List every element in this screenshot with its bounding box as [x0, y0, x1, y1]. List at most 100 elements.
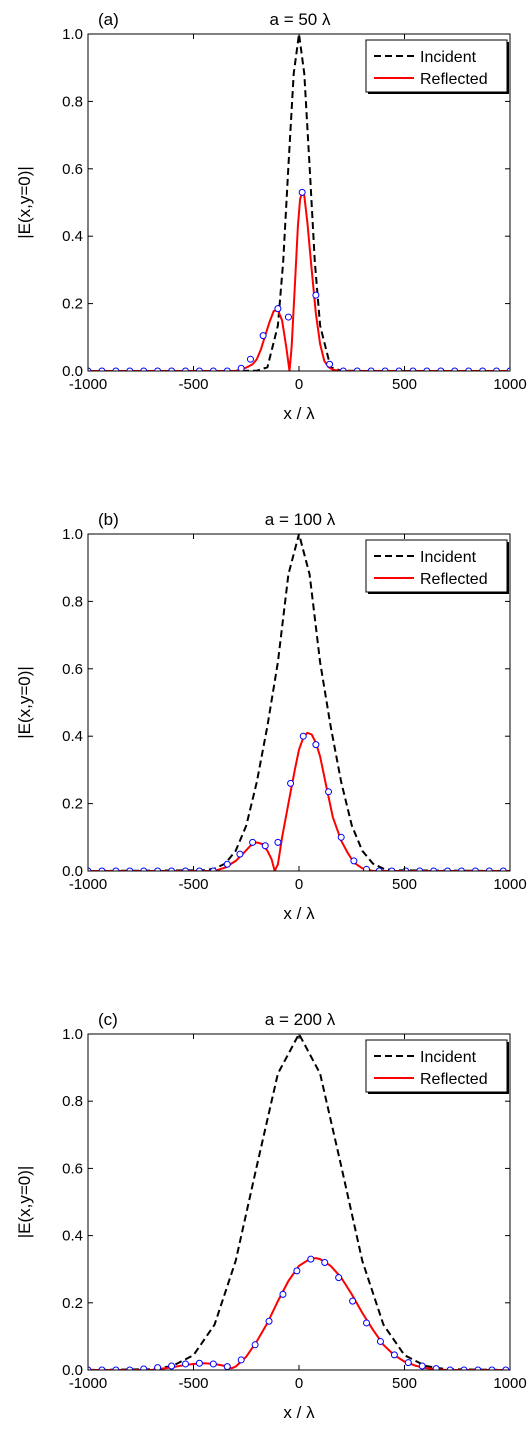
data-marker — [444, 867, 452, 871]
data-marker — [246, 355, 254, 363]
series-line-reflected — [88, 1257, 510, 1370]
data-marker — [335, 1274, 343, 1282]
plot-area — [88, 1034, 510, 1370]
panel-1: -1000 -500 0 500 1000 0.0 0.2 0.4 0.6 0.8 1.0 x / λ… — [15, 10, 527, 423]
legend: Incident Reflected — [365, 539, 509, 594]
series-line-incident — [88, 34, 510, 371]
data-marker — [349, 1297, 357, 1305]
legend-box — [365, 1039, 508, 1093]
y-tick-label: 1.0 — [62, 1026, 83, 1043]
data-marker — [353, 367, 361, 371]
legend-box — [365, 39, 508, 93]
panel-label: (b) — [98, 510, 119, 529]
data-marker — [418, 1362, 426, 1370]
data-marker — [485, 867, 493, 871]
data-marker — [375, 867, 383, 871]
data-marker — [181, 1360, 189, 1368]
legend: Incident Reflected — [365, 39, 509, 94]
data-marker — [471, 867, 479, 871]
y-tick-label: 0.8 — [62, 593, 83, 610]
x-tick-label: -500 — [178, 376, 208, 393]
data-marker — [274, 305, 282, 313]
data-marker — [381, 367, 389, 371]
data-marker — [168, 367, 176, 371]
data-marker — [293, 1267, 301, 1275]
data-marker — [376, 1337, 384, 1345]
x-axis-label: x / λ — [283, 404, 315, 423]
legend-box — [365, 539, 508, 593]
data-marker — [284, 313, 292, 321]
data-marker — [451, 367, 459, 371]
data-marker — [430, 867, 438, 871]
x-tick-label: 1000 — [493, 876, 526, 893]
data-marker — [88, 1366, 92, 1370]
y-tick-label: 0.4 — [62, 1228, 83, 1245]
data-marker — [140, 367, 148, 371]
y-tick-label: 1.0 — [62, 526, 83, 543]
panel-2: -1000 -500 0 500 1000 0.0 0.2 0.4 0.6 0.8 1.0 x / λ… — [15, 510, 527, 923]
data-marker — [321, 1258, 329, 1266]
data-marker — [423, 367, 431, 371]
x-tick-label: -500 — [178, 876, 208, 893]
data-marker — [261, 842, 269, 850]
x-axis-label: x / λ — [283, 1403, 315, 1422]
data-marker — [299, 732, 307, 740]
data-marker — [326, 360, 334, 368]
y-tick-label: 0.0 — [62, 1362, 83, 1379]
data-marker — [474, 1366, 482, 1370]
legend-label-incident: Incident — [420, 549, 477, 566]
y-tick-label: 1.0 — [62, 26, 83, 43]
panel-label: (c) — [98, 1010, 118, 1029]
data-marker — [126, 367, 134, 371]
data-marker — [337, 833, 345, 841]
data-marker — [168, 1362, 176, 1370]
data-marker — [499, 867, 507, 871]
legend-label-incident: Incident — [420, 1049, 477, 1066]
data-marker — [209, 1360, 217, 1368]
data-marker — [209, 867, 217, 871]
y-axis-label: |E(x,y=0)| — [15, 666, 34, 739]
data-marker — [409, 367, 417, 371]
x-tick-label: 500 — [392, 876, 417, 893]
legend: Incident Reflected — [365, 1039, 509, 1094]
data-marker — [112, 367, 120, 371]
data-marker — [350, 857, 358, 865]
data-marker — [416, 867, 424, 871]
data-marker — [465, 367, 473, 371]
data-marker — [388, 867, 396, 871]
data-marker — [287, 779, 295, 787]
x-tick-label: -1000 — [69, 1375, 107, 1392]
data-marker — [312, 741, 320, 749]
data-marker — [437, 367, 445, 371]
legend-label-reflected: Reflected — [420, 571, 488, 588]
plot-area — [88, 34, 510, 371]
data-marker — [479, 367, 487, 371]
panel-label: (a) — [98, 10, 119, 29]
y-tick-label: 0.8 — [62, 1093, 83, 1110]
x-tick-label: -1000 — [69, 376, 107, 393]
data-marker — [506, 367, 510, 371]
data-marker — [446, 1366, 454, 1370]
data-marker — [195, 367, 203, 371]
data-marker — [209, 367, 217, 371]
data-marker — [367, 367, 375, 371]
data-marker — [223, 367, 231, 371]
series-line-reflected — [88, 731, 510, 871]
data-marker — [492, 367, 500, 371]
panel-3: -1000 -500 0 500 1000 0.0 0.2 0.4 0.6 0.8 1.0 x / λ… — [15, 1010, 527, 1422]
data-marker — [112, 867, 120, 871]
data-marker — [88, 867, 92, 871]
data-marker — [298, 188, 306, 196]
data-marker — [390, 1351, 398, 1359]
y-tick-label: 0.2 — [62, 796, 83, 813]
data-marker — [279, 1290, 287, 1298]
chart-title: a = 200 λ — [265, 1010, 336, 1029]
data-marker — [237, 1356, 245, 1364]
y-tick-label: 0.2 — [62, 296, 83, 313]
data-marker — [460, 1366, 468, 1370]
x-tick-label: 0 — [295, 1375, 303, 1392]
data-marker — [274, 838, 282, 846]
data-marker — [195, 1359, 203, 1367]
data-marker — [195, 867, 203, 871]
